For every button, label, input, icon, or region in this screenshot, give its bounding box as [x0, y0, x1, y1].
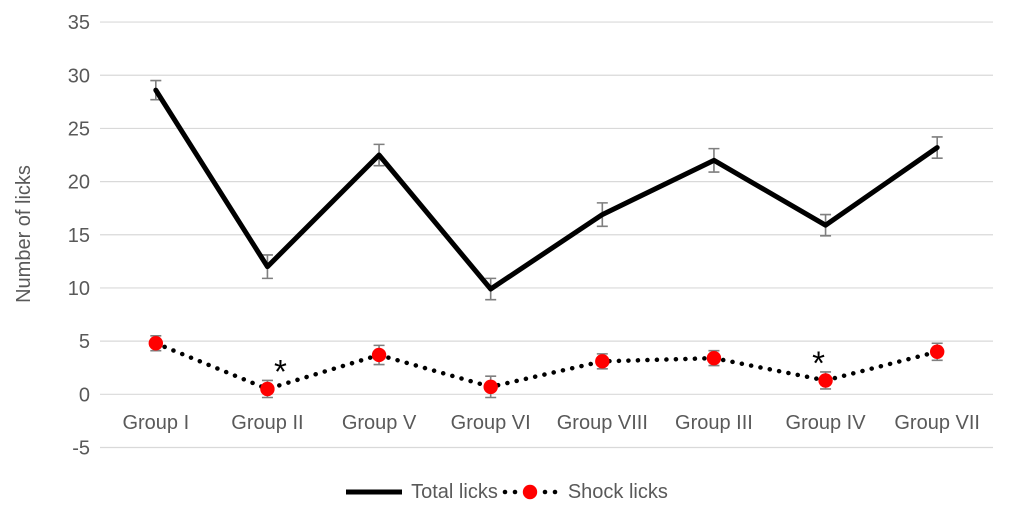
dot-icon	[502, 489, 508, 495]
chart-plot: Number of licks 35 30 25 20 15 10 5 0 -5 Group I G…	[13, 12, 993, 459]
dot-icon	[552, 489, 558, 495]
shock-licks-marker	[371, 347, 387, 363]
y-axis-title: Number of licks	[13, 165, 35, 303]
shock-licks-marker	[929, 344, 945, 359]
shock-licks-marker	[706, 350, 722, 366]
significance-asterisk: *	[812, 344, 825, 381]
significance-asterisk: *	[274, 353, 287, 390]
shock-licks-line	[153, 341, 940, 392]
total-licks-line-swatch	[346, 489, 403, 495]
y-tick-label: 25	[68, 118, 90, 140]
legend-item-total-licks: Total licks	[343, 482, 498, 502]
y-tick-label: 30	[68, 65, 90, 87]
shock-licks-marker	[483, 379, 498, 395]
x-category-label: Group V	[342, 412, 417, 434]
legend-label-total-licks: Total licks	[411, 481, 498, 503]
y-tick-label: 20	[68, 172, 90, 194]
x-category-label: Group VIII	[557, 412, 648, 434]
total-licks-line	[153, 87, 940, 292]
legend: Total licks Shock licks	[0, 478, 1011, 506]
x-category-label: Group VI	[451, 412, 531, 434]
y-tick-label: 15	[68, 225, 90, 247]
shock-licks-marker	[260, 381, 275, 397]
y-tick-label: 5	[79, 331, 90, 353]
red-marker-icon	[522, 484, 538, 500]
x-category-label: Group III	[675, 412, 753, 434]
x-category-label: Group VII	[894, 412, 980, 434]
dot-icon	[512, 489, 518, 495]
y-tick-label: 0	[79, 384, 90, 406]
legend-item-shock-licks: Shock licks	[500, 482, 668, 502]
x-category-label: Group I	[122, 412, 189, 434]
shock-licks-line-swatch	[502, 484, 558, 500]
shock-licks-marker	[148, 336, 164, 351]
legend-label-shock-licks: Shock licks	[567, 481, 668, 503]
shock-licks-marker	[818, 373, 833, 388]
y-tick-label: 10	[68, 278, 90, 300]
dot-icon	[542, 489, 548, 495]
x-category-label: Group II	[231, 412, 303, 434]
y-tick-label: -5	[72, 437, 90, 459]
shock-licks-marker	[595, 354, 610, 369]
x-category-label: Group IV	[786, 412, 867, 434]
y-tick-label: 35	[68, 12, 90, 34]
